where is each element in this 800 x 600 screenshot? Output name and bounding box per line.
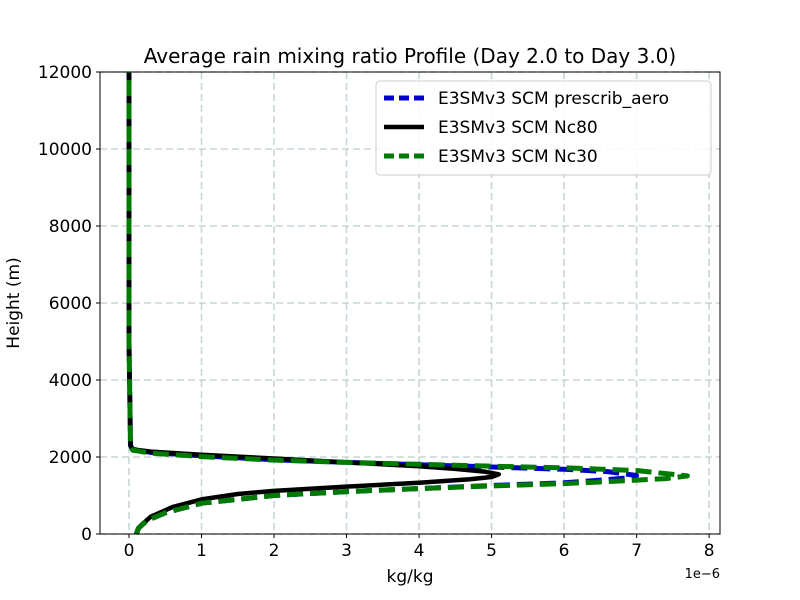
y-tick-label: 10000 — [38, 140, 92, 160]
x-tick-label: 4 — [414, 541, 425, 561]
x-tick-label: 8 — [704, 541, 715, 561]
y-tick-label: 6000 — [49, 294, 92, 314]
legend: E3SMv3 SCM prescrib_aero E3SMv3 SCM Nc80… — [375, 80, 712, 176]
chart-title: Average rain mixing ratio Profile (Day 2… — [144, 44, 676, 68]
y-tick-label: 8000 — [49, 217, 92, 237]
x-tick-label: 3 — [341, 541, 352, 561]
x-tick-label: 5 — [486, 541, 497, 561]
y-axis-label: Height (m) — [4, 257, 24, 348]
plot-series — [126, 72, 690, 535]
legend-box — [375, 80, 712, 176]
legend-label-nc30: E3SMv3 SCM Nc30 — [438, 147, 598, 167]
y-tick-label: 12000 — [38, 63, 92, 83]
x-tick-label: 7 — [631, 541, 642, 561]
series-line-nc30 — [126, 72, 690, 535]
x-axis-label: kg/kg — [387, 567, 434, 587]
axis-ticks: 0 1 2 3 4 5 6 7 8 0 2000 4000 6000 8000 10000 12000 — [38, 63, 715, 561]
legend-label-prescrib-aero: E3SMv3 SCM prescrib_aero — [438, 89, 669, 109]
x-axis-offset-label: 1e−6 — [685, 567, 720, 582]
x-tick-label: 0 — [124, 541, 135, 561]
y-tick-label: 2000 — [49, 448, 92, 468]
x-tick-label: 6 — [559, 541, 570, 561]
legend-label-nc80: E3SMv3 SCM Nc80 — [438, 118, 598, 138]
x-tick-label: 2 — [269, 541, 280, 561]
y-tick-label: 4000 — [49, 371, 92, 391]
y-tick-label: 0 — [81, 525, 92, 545]
x-tick-label: 1 — [196, 541, 207, 561]
